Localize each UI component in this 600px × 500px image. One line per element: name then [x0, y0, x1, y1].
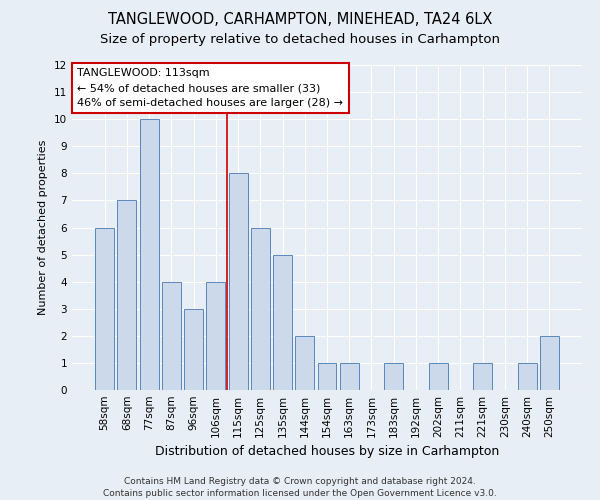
Bar [317, 363, 337, 390]
X-axis label: Distribution of detached houses by size in Carhampton: Distribution of detached houses by size … [155, 446, 499, 458]
Bar [518, 363, 536, 390]
Bar [273, 254, 292, 390]
Text: Size of property relative to detached houses in Carhampton: Size of property relative to detached ho… [100, 32, 500, 46]
Bar [95, 228, 114, 390]
Text: TANGLEWOOD, CARHAMPTON, MINEHEAD, TA24 6LX: TANGLEWOOD, CARHAMPTON, MINEHEAD, TA24 6… [108, 12, 492, 28]
Bar [384, 363, 403, 390]
Bar [184, 308, 203, 390]
Bar [473, 363, 492, 390]
Bar [340, 363, 359, 390]
Bar [295, 336, 314, 390]
Bar [251, 228, 270, 390]
Text: Contains HM Land Registry data © Crown copyright and database right 2024.
Contai: Contains HM Land Registry data © Crown c… [103, 476, 497, 498]
Bar [118, 200, 136, 390]
Bar [140, 119, 158, 390]
Text: TANGLEWOOD: 113sqm
← 54% of detached houses are smaller (33)
46% of semi-detache: TANGLEWOOD: 113sqm ← 54% of detached hou… [77, 68, 343, 108]
Bar [540, 336, 559, 390]
Bar [162, 282, 181, 390]
Bar [206, 282, 225, 390]
Bar [229, 174, 248, 390]
Bar [429, 363, 448, 390]
Y-axis label: Number of detached properties: Number of detached properties [38, 140, 49, 315]
